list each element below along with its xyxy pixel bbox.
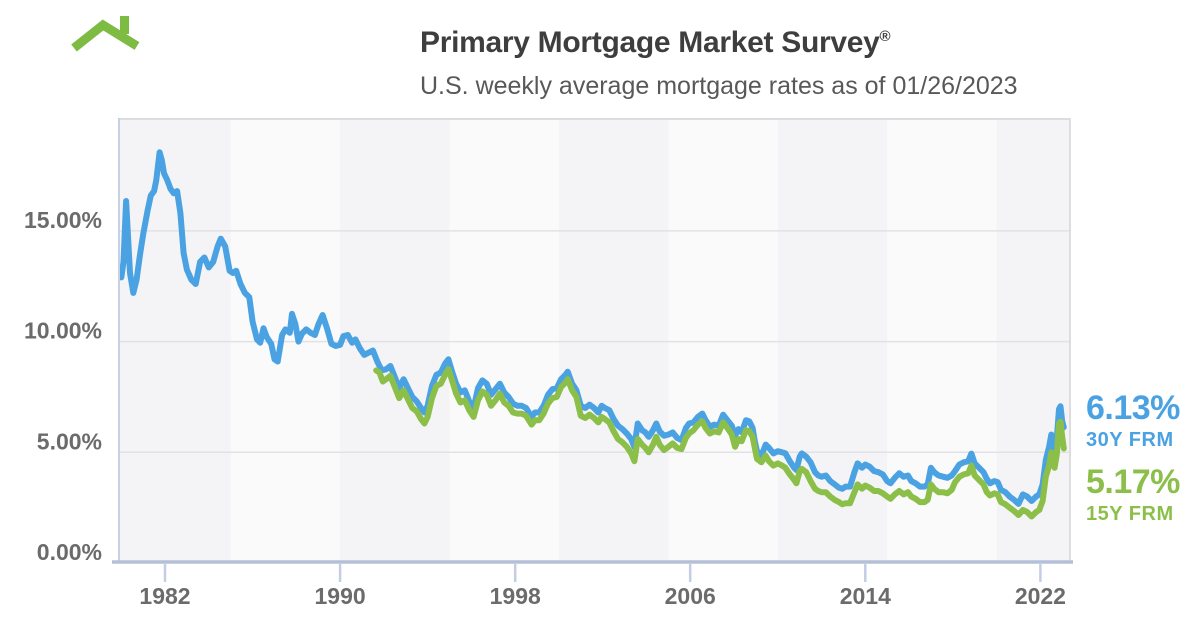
rate-label-30y: 30Y FRM [1086, 429, 1174, 451]
svg-text:0.00%: 0.00% [37, 539, 102, 565]
svg-text:1998: 1998 [490, 583, 541, 609]
house-roof-icon [71, 16, 140, 52]
svg-text:15.00%: 15.00% [24, 207, 102, 233]
page-title: Primary Mortgage Market Survey® [420, 26, 891, 60]
svg-text:2014: 2014 [840, 583, 891, 609]
svg-text:10.00%: 10.00% [24, 318, 102, 344]
freddie-mac-logo [71, 16, 140, 52]
callout-15y-frm: 5.17% 15Y FRM [1086, 464, 1196, 525]
page-subtitle: U.S. weekly average mortgage rates as of… [420, 72, 1018, 100]
svg-text:2022: 2022 [1015, 583, 1066, 609]
svg-text:1982: 1982 [139, 583, 190, 609]
svg-text:1990: 1990 [315, 583, 366, 609]
rate-value-15y: 5.17% [1086, 463, 1180, 501]
page-title-text: Primary Mortgage Market Survey [420, 26, 880, 59]
svg-text:5.00%: 5.00% [37, 428, 102, 454]
svg-text:2006: 2006 [665, 583, 716, 609]
registered-trademark-symbol: ® [879, 28, 891, 45]
callout-30y-frm: 6.13% 30Y FRM [1086, 390, 1196, 451]
rate-value-30y: 6.13% [1086, 389, 1180, 427]
rate-label-15y: 15Y FRM [1086, 503, 1174, 525]
